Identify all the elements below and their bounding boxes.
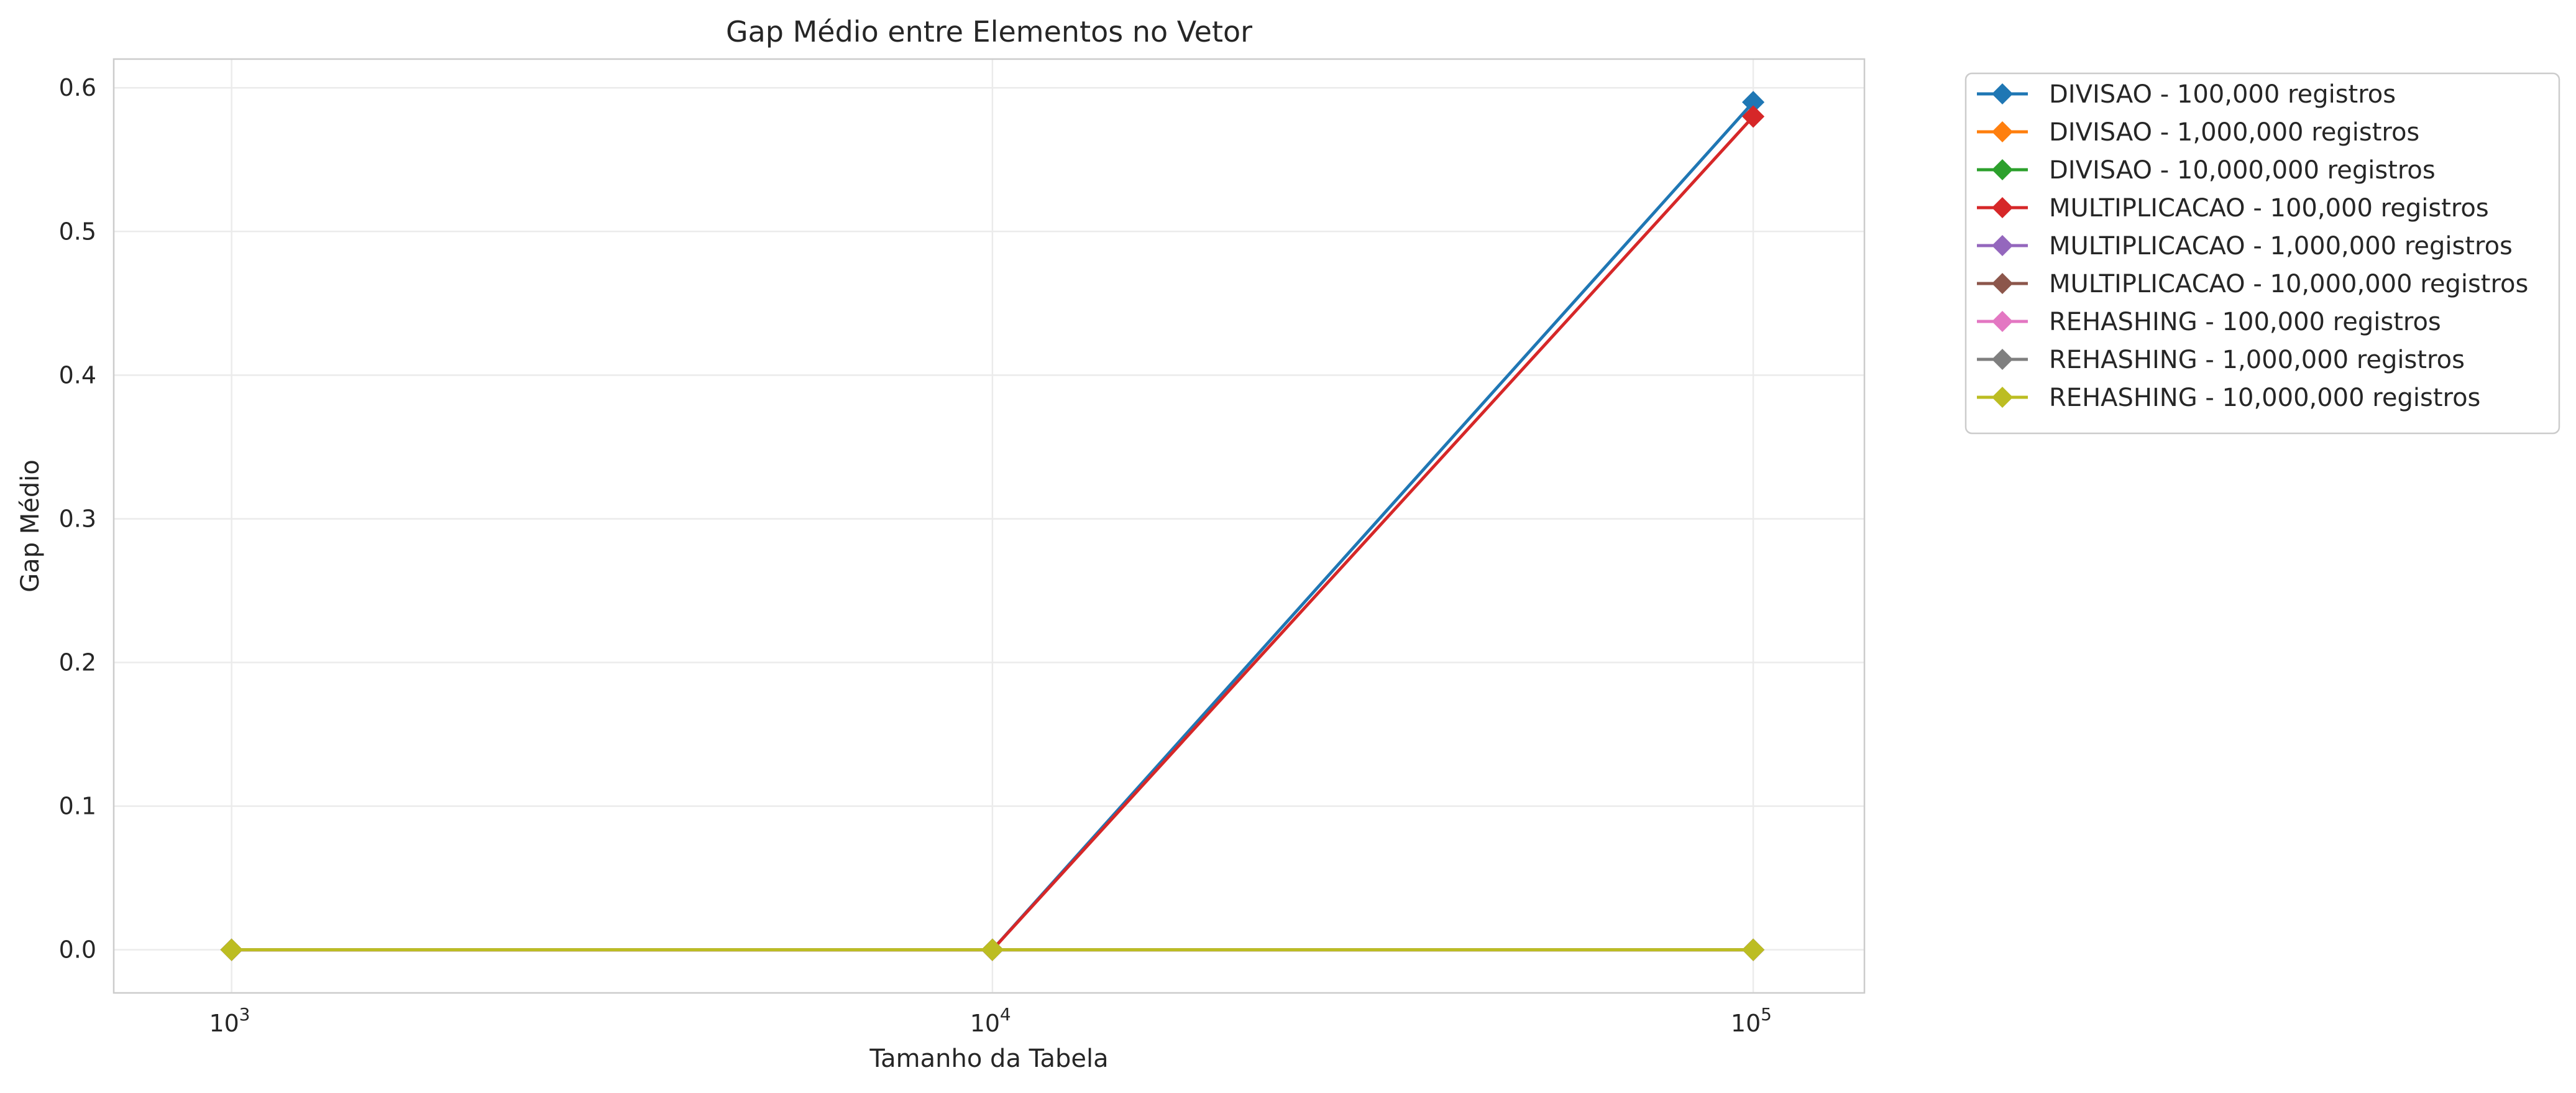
legend-label: MULTIPLICACAO - 10,000,000 registros (2049, 270, 2528, 298)
legend-label: DIVISAO - 100,000 registros (2049, 80, 2396, 109)
series-group (220, 91, 1765, 961)
legend-item: MULTIPLICACAO - 10,000,000 registros (1977, 270, 2528, 298)
grid-lines (114, 59, 1864, 993)
data-point-marker (1742, 105, 1765, 128)
legend-item: REHASHING - 10,000,000 registros (1977, 384, 2480, 412)
legend: DIVISAO - 100,000 registros DIVISAO - 1,0… (1964, 72, 2560, 435)
legend-marker-swatch (1992, 121, 2013, 142)
legend-marker-swatch (1992, 83, 2013, 104)
legend-marker-swatch (1992, 197, 2013, 218)
legend-marker-swatch (1992, 311, 2013, 332)
legend-item: DIVISAO - 1,000,000 registros (1977, 118, 2419, 147)
chart-title: Gap Médio entre Elementos no Vetor (726, 15, 1252, 48)
x-tick-exponent: 5 (1761, 1004, 1772, 1025)
legend-item: REHASHING - 100,000 registros (1977, 308, 2441, 336)
legend-label: DIVISAO - 10,000,000 registros (2049, 156, 2436, 185)
y-tick-label: 0.5 (59, 218, 96, 245)
data-point-marker (1742, 938, 1765, 961)
x-tick-base: 10 (1731, 1010, 1761, 1037)
x-tick-exponent: 3 (239, 1004, 250, 1025)
y-tick-label: 0.6 (59, 74, 96, 101)
plot-area-frame (112, 58, 1866, 994)
legend-label: DIVISAO - 1,000,000 registros (2049, 118, 2419, 147)
data-point-marker (981, 938, 1004, 961)
y-axis-label: Gap Médio (16, 459, 45, 593)
x-tick-label: 10 4 (970, 1004, 1011, 1037)
legend-label: REHASHING - 10,000,000 registros (2049, 384, 2480, 412)
legend-label: MULTIPLICACAO - 1,000,000 registros (2049, 232, 2513, 261)
x-tick-label: 10 5 (1731, 1004, 1772, 1037)
legend-item: REHASHING - 1,000,000 registros (1977, 346, 2465, 374)
legend-marker-swatch (1992, 159, 2013, 180)
x-axis-label: Tamanho da Tabela (869, 1045, 1108, 1073)
legend-label: REHASHING - 100,000 registros (2049, 308, 2441, 336)
legend-box (1964, 72, 2560, 435)
x-tick-label: 10 3 (209, 1004, 250, 1037)
x-tick-base: 10 (970, 1010, 1000, 1037)
legend-item: DIVISAO - 100,000 registros (1977, 80, 2396, 109)
legend-label: MULTIPLICACAO - 100,000 registros (2049, 194, 2489, 223)
y-tick-label: 0.3 (59, 505, 96, 532)
x-tick-exponent: 4 (1000, 1004, 1011, 1025)
y-tick-label: 0.1 (59, 793, 96, 820)
y-tick-label: 0.0 (59, 936, 96, 964)
x-tick-base: 10 (209, 1010, 239, 1037)
legend-marker-swatch (1992, 349, 2013, 370)
legend-item: MULTIPLICACAO - 100,000 registros (1977, 194, 2489, 223)
legend-item: DIVISAO - 10,000,000 registros (1977, 156, 2436, 185)
data-point-marker (220, 938, 243, 961)
legend-marker-swatch (1992, 387, 2013, 408)
series-9 (220, 938, 1765, 961)
y-tick-label: 0.4 (59, 361, 96, 389)
axis-ticks: 0.00.10.20.30.40.50.610 3 10 4 10 5 (59, 74, 1772, 1037)
y-tick-label: 0.2 (59, 649, 96, 676)
legend-item: MULTIPLICACAO - 1,000,000 registros (1977, 232, 2513, 261)
legend-marker-swatch (1992, 273, 2013, 294)
legend-label: REHASHING - 1,000,000 registros (2049, 346, 2465, 374)
legend-marker-swatch (1992, 235, 2013, 256)
